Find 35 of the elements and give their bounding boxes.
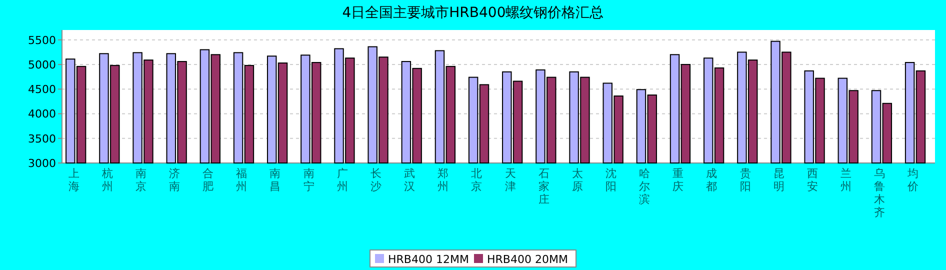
x-tick-label: 南昌 [270, 167, 281, 193]
y-tick-label: 4500 [28, 83, 56, 96]
x-tick-label: 南宁 [303, 167, 314, 193]
y-tick-label: 3000 [28, 157, 56, 170]
x-tick-label: 均价 [906, 167, 919, 193]
x-tick-label: 郑州 [438, 167, 449, 193]
x-tick-label: 福州 [236, 167, 248, 193]
x-tick-label: 天津 [504, 167, 516, 193]
x-tick-label: 成都 [706, 167, 718, 193]
x-tick-label: 济南 [168, 167, 180, 193]
x-tick-label: 昆明 [773, 167, 784, 193]
y-tick-label: 5000 [28, 58, 56, 72]
chart-title: 4日全国主要城市HRB400螺纹钢价格汇总 [342, 5, 604, 21]
x-tick-label: 乌鲁木齐 [874, 167, 886, 219]
x-tick-label: 太原 [572, 167, 583, 193]
x-tick-label: 西安 [806, 167, 818, 193]
y-tick-label: 4000 [28, 108, 56, 121]
x-tick-label: 上海 [68, 167, 80, 193]
x-tick-label: 南京 [135, 167, 146, 193]
y-tick-label: 3500 [28, 132, 56, 146]
x-tick-label: 兰州 [840, 167, 852, 193]
x-tick-label: 北京 [471, 167, 482, 193]
y-tick-label: 5500 [28, 34, 56, 47]
x-tick-label: 沈阳 [605, 167, 616, 193]
x-tick-label: 哈尔滨 [639, 167, 650, 206]
x-tick-label: 长沙 [370, 167, 382, 193]
x-tick-label: 合肥 [202, 167, 214, 193]
legend-label: HRB400 20MM [487, 253, 568, 266]
x-tick-label: 武汉 [404, 167, 416, 193]
x-tick-label: 贵阳 [740, 167, 751, 193]
x-tick-label: 广州 [336, 167, 348, 193]
x-tick-label: 石家庄 [538, 167, 550, 206]
x-tick-label: 重庆 [672, 167, 684, 193]
x-tick-label: 杭州 [100, 167, 113, 193]
legend-label: HRB400 12MM [388, 253, 469, 266]
